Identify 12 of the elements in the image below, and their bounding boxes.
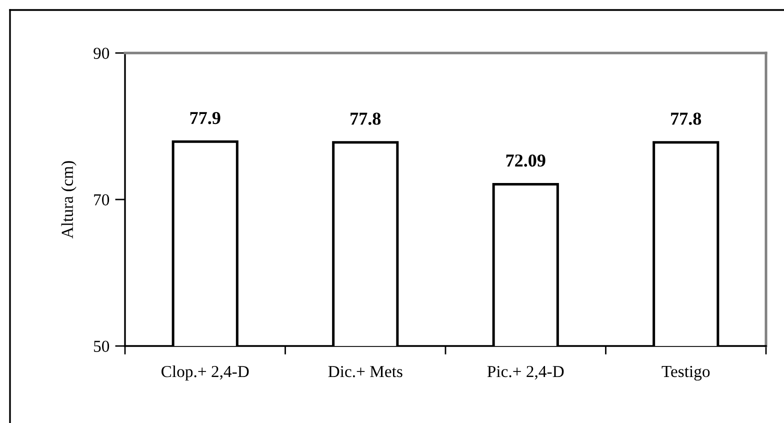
- data-label: 72.09: [506, 154, 546, 167]
- x-tick-label: Testigo: [662, 366, 710, 381]
- y-tick-label: 90: [94, 48, 110, 59]
- data-label: 77.8: [350, 112, 381, 125]
- y-tick-label: 50: [94, 340, 110, 352]
- y-tick-label: 70: [94, 194, 110, 206]
- x-tick-label: Dic.+ Mets: [328, 366, 402, 378]
- y-axis-title: Altura (cm): [61, 161, 76, 238]
- x-tick-label: Pic.+ 2,4-D: [487, 366, 564, 380]
- data-label: 77.8: [671, 112, 702, 125]
- data-label: 77.9: [190, 112, 220, 124]
- x-tick-label: Clop.+ 2,4-D: [162, 365, 249, 381]
